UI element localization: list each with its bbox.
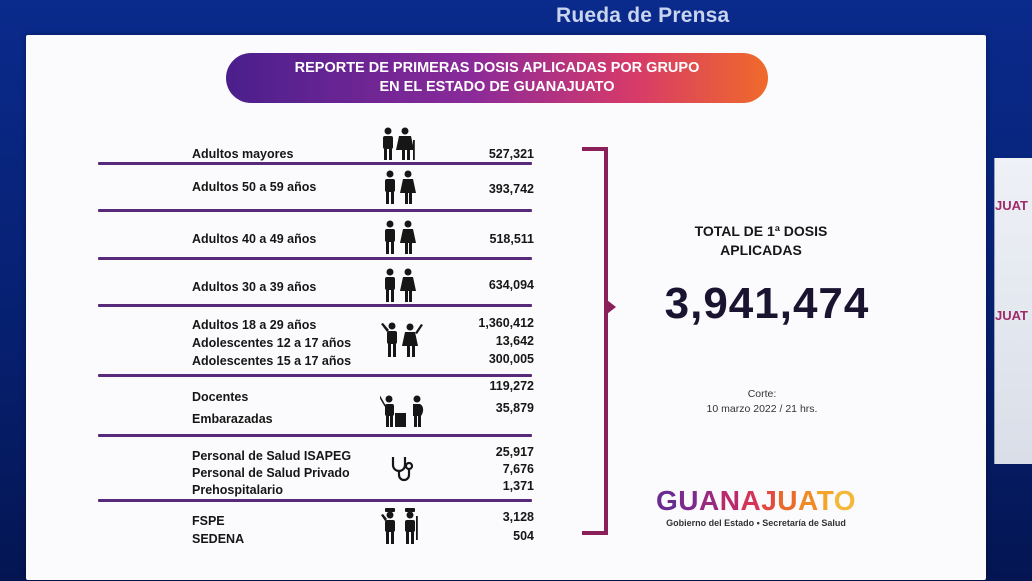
logo-subtitle: Gobierno del Estado • Secretaría de Salu… xyxy=(666,518,846,528)
young-people-icon xyxy=(381,322,423,357)
group-value: 3,128 xyxy=(502,510,534,524)
logo-letter: J xyxy=(761,485,778,516)
banner-line-2: EN EL ESTADO DE GUANAJUATO xyxy=(379,79,615,95)
elderly-couple-icon xyxy=(383,127,415,160)
logo-letter: A xyxy=(699,485,720,516)
row-separator xyxy=(98,209,532,212)
group-row: Adultos mayores 527,321 xyxy=(98,127,534,165)
row-separator xyxy=(98,499,532,502)
group-value: 13,642 xyxy=(495,334,534,348)
group-label: Adultos 18 a 29 años xyxy=(192,318,317,332)
group-label: Adultos mayores xyxy=(192,147,294,161)
cutoff-date: Corte: 10 marzo 2022 / 21 hrs. xyxy=(682,387,842,417)
logo-letter: G xyxy=(656,485,679,516)
row-separator xyxy=(98,434,532,437)
group-label: Embarazadas xyxy=(192,412,273,426)
group-row: Docentes Embarazadas 119,272 35,879 xyxy=(98,377,534,437)
total-bracket xyxy=(582,147,608,535)
total-label-line-2: APLICADAS xyxy=(720,242,802,258)
group-value: 119,272 xyxy=(489,379,535,393)
side-video-panel: JUAT JUAT xyxy=(994,158,1032,464)
group-row: FSPE SEDENA 3,128 504 xyxy=(98,502,534,562)
total-label: TOTAL DE 1ª DOSIS APLICADAS xyxy=(666,222,856,260)
bracket-arrow xyxy=(607,300,616,314)
logo-wordmark: GUANAJUATO xyxy=(656,485,856,517)
group-label: Prehospitalario xyxy=(192,483,283,497)
group-label: Adultos 30 a 39 años xyxy=(192,280,317,294)
row-separator xyxy=(98,162,532,165)
group-value: 1,360,412 xyxy=(478,316,534,330)
cutoff-datetime: 10 marzo 2022 / 21 hrs. xyxy=(706,403,818,415)
logo-letter: U xyxy=(678,485,700,516)
group-row: Adultos 40 a 49 años 518,511 xyxy=(98,212,534,260)
report-banner: REPORTE DE PRIMERAS DOSIS APLICADAS POR … xyxy=(226,53,768,103)
group-row: Adultos 50 a 59 años 393,742 xyxy=(98,168,534,212)
group-value: 504 xyxy=(513,529,534,543)
group-label: Adultos 50 a 59 años xyxy=(192,180,317,194)
group-value: 393,742 xyxy=(488,182,534,196)
adult-couple-icon xyxy=(385,220,416,254)
group-label: Adolescentes 15 a 17 años xyxy=(192,354,352,368)
row-separator xyxy=(98,374,532,377)
group-value: 634,094 xyxy=(488,278,534,292)
logo-letter: A xyxy=(798,485,817,516)
group-label: FSPE xyxy=(192,514,225,528)
side-panel-text: JUAT xyxy=(995,198,1028,213)
total-value: 3,941,474 xyxy=(664,279,870,328)
group-value: 300,005 xyxy=(488,352,534,366)
banner-line-1: REPORTE DE PRIMERAS DOSIS APLICADAS POR … xyxy=(294,60,700,76)
group-label: Personal de Salud Privado xyxy=(192,466,350,480)
group-row: Adultos 18 a 29 años Adolescentes 12 a 1… xyxy=(98,307,534,377)
guanajuato-logo: GUANAJUATO Gobierno del Estado • Secreta… xyxy=(656,485,856,528)
teacher-pregnant-icon xyxy=(380,393,424,427)
logo-letter: N xyxy=(719,485,741,516)
row-separator xyxy=(98,257,532,260)
cutoff-label: Corte: xyxy=(747,388,777,400)
group-value: 35,879 xyxy=(495,401,534,415)
row-separator xyxy=(98,304,532,307)
adult-couple-icon xyxy=(385,268,416,302)
logo-letter: T xyxy=(816,485,834,516)
stethoscope-icon xyxy=(391,457,414,482)
group-value: 25,917 xyxy=(495,445,534,459)
group-value: 527,321 xyxy=(488,147,534,161)
group-label: Adultos 40 a 49 años xyxy=(192,232,317,246)
group-value: 7,676 xyxy=(502,462,534,476)
adult-couple-icon xyxy=(385,170,416,204)
group-label: Personal de Salud ISAPEG xyxy=(192,449,352,463)
group-value: 1,371 xyxy=(502,479,534,493)
soldiers-icon xyxy=(381,508,418,544)
group-label: Docentes xyxy=(192,390,249,404)
group-row: Personal de Salud ISAPEG Personal de Sal… xyxy=(98,437,534,502)
total-label-line-1: TOTAL DE 1ª DOSIS xyxy=(694,223,828,239)
group-label: Adolescentes 12 a 17 años xyxy=(192,336,352,350)
logo-letter: U xyxy=(777,485,799,516)
header-title: Rueda de Prensa xyxy=(556,4,730,27)
logo-letter: A xyxy=(740,485,762,516)
group-row: Adultos 30 a 39 años 634,094 xyxy=(98,260,534,307)
slide: REPORTE DE PRIMERAS DOSIS APLICADAS POR … xyxy=(26,35,986,580)
side-panel-text: JUAT xyxy=(995,308,1028,323)
logo-letter: O xyxy=(833,485,857,516)
group-label: SEDENA xyxy=(192,532,245,546)
group-value: 518,511 xyxy=(489,232,535,246)
